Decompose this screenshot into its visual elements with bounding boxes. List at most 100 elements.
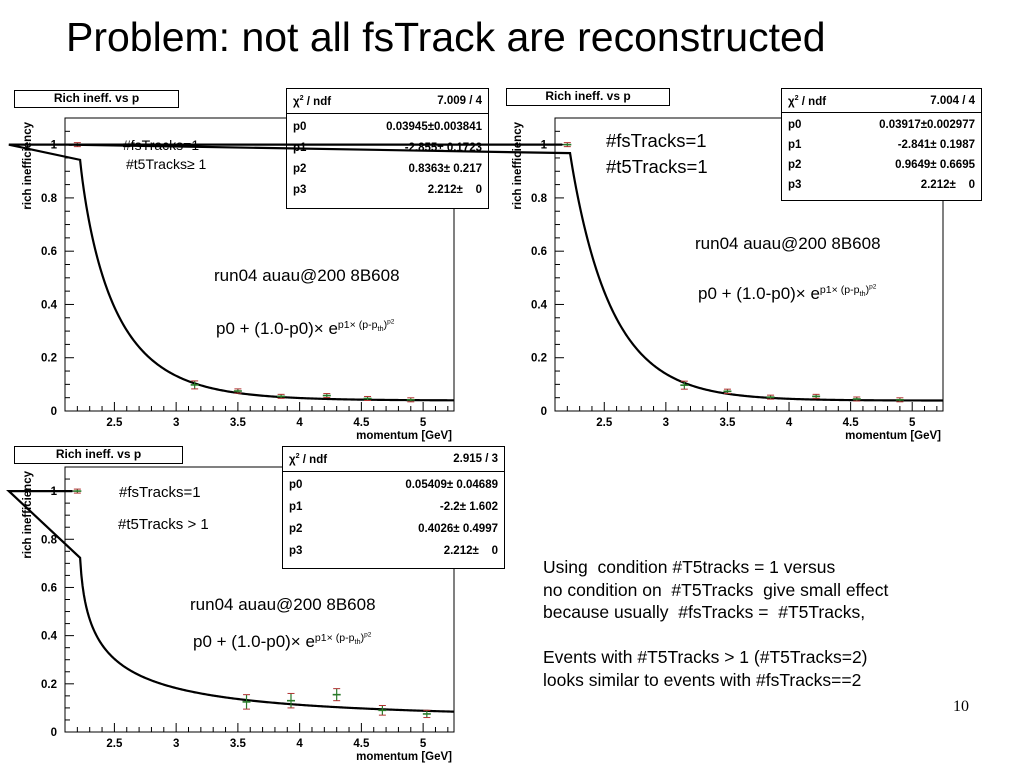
formula-sub: th [354, 636, 361, 646]
x-tick-label: 3 [173, 738, 179, 750]
run-label: run04 auau@200 8B608 [190, 595, 376, 614]
y-tick-label: 0.2 [531, 353, 547, 365]
annotation-t5tracks: #t5Tracks > 1 [118, 516, 209, 533]
y-tick-label: 0.2 [41, 679, 57, 691]
chi2-value: 7.004 / 4 [930, 94, 975, 107]
param-name: p0 [788, 119, 802, 131]
y-tick-label: 0 [51, 406, 57, 418]
run-label: run04 auau@200 8B608 [695, 234, 881, 253]
param-value: 0.4026± 0.4997 [418, 523, 498, 535]
y-tick-label: 0.8 [531, 193, 548, 205]
param-value: 0.9649± 0.6695 [895, 159, 975, 171]
formula-exp2: p2 [869, 283, 877, 290]
formula-base: p0 + (1.0-p0)× e [216, 319, 338, 339]
x-tick-label: 4.5 [843, 417, 860, 429]
param-value: 0.03917±0.002977 [879, 119, 975, 131]
slide-title: Problem: not all fsTrack are reconstruct… [66, 14, 826, 60]
param-name: p1 [788, 139, 802, 151]
x-tick-label: 5 [420, 738, 427, 750]
x-tick-label: 3.5 [230, 417, 247, 429]
x-axis-label: momentum [GeV] [356, 751, 452, 763]
x-tick-label: 4 [296, 417, 303, 429]
x-tick-label: 3.5 [719, 417, 736, 429]
formula-exp: p1× (p-p [337, 318, 378, 331]
annotation-t5tracks: #t5Tracks≥ 1 [126, 156, 207, 172]
fit-curve [8, 143, 455, 402]
x-tick-label: 4 [296, 738, 303, 750]
formula-exp2: p2 [387, 318, 395, 325]
run-label: run04 auau@200 8B608 [214, 266, 400, 285]
y-tick-label: 0.4 [41, 631, 58, 643]
param-value: 0.8363± 0.217 [408, 162, 482, 175]
chi2-value: 2.915 / 3 [453, 453, 498, 465]
formula-sub: th [377, 323, 384, 333]
fit-curve [6, 489, 455, 713]
param-value: 2.212± 0 [427, 183, 482, 196]
param-value: -2.2± 1.602 [439, 501, 498, 513]
plot-title-panel1: Rich ineff. vs p [14, 90, 179, 108]
param-name: p2 [293, 162, 307, 175]
param-name: p1 [289, 501, 303, 513]
x-axis-label: momentum [GeV] [356, 430, 452, 442]
param-value: -2.841± 0.1987 [897, 139, 975, 151]
y-tick-label: 0.6 [41, 582, 57, 594]
param-name: p0 [289, 479, 303, 491]
param-name: p2 [788, 159, 802, 171]
param-value: 2.212± 0 [443, 545, 498, 557]
formula-base: p0 + (1.0-p0)× e [698, 284, 820, 304]
param-value: 0.05409± 0.04689 [405, 479, 498, 491]
fit-formula: p0 + (1.0-p0)× ep1× (p-pth)p2 [216, 318, 394, 339]
y-tick-label: 0.4 [531, 299, 548, 311]
fit-curve [68, 143, 943, 402]
x-axis-label: momentum [GeV] [845, 430, 941, 442]
chi2-label: χ2 / ndf [289, 452, 328, 466]
formula-exp2: p2 [364, 631, 372, 638]
plot-title-panel2: Rich ineff. vs p [506, 88, 670, 106]
fit-formula: p0 + (1.0-p0)× ep1× (p-pth)p2 [698, 283, 876, 304]
formula-close: ) [865, 283, 870, 296]
x-tick-label: 2.5 [596, 417, 613, 429]
x-tick-label: 3 [663, 417, 669, 429]
param-name: p3 [293, 183, 307, 196]
y-tick-label: 0.6 [41, 246, 57, 258]
param-value: 0.03945±0.003841 [386, 120, 482, 133]
x-tick-label: 3.5 [230, 738, 247, 750]
fit-stats-box-panel2: χ2 / ndf 7.004 / 4 p0 0.03917±0.002977 p1 -… [781, 88, 982, 201]
y-tick-label: 0.8 [41, 534, 58, 546]
param-name: p0 [293, 120, 307, 133]
param-value: 2.212± 0 [920, 179, 975, 191]
x-tick-label: 4 [786, 417, 793, 429]
y-tick-label: 0.4 [41, 299, 58, 311]
x-tick-label: 3 [173, 417, 179, 429]
annotation-fstracks: #fsTracks=1 [119, 484, 201, 501]
formula-close: ) [383, 318, 388, 331]
notes-text: Using condition #T5tracks = 1 versus no … [543, 557, 889, 690]
x-tick-label: 4.5 [353, 738, 370, 750]
formula-exp: p1× (p-p [819, 283, 860, 296]
x-tick-label: 2.5 [106, 417, 123, 429]
annotation-fstracks: #fsTracks=1 [606, 130, 707, 151]
fit-formula: p0 + (1.0-p0)× ep1× (p-pth)p2 [193, 631, 371, 652]
y-tick-label: 0 [541, 406, 547, 418]
x-tick-label: 2.5 [106, 738, 123, 750]
y-axis-label: rich inefficiency [22, 121, 34, 209]
chi2-label: χ2 / ndf [293, 94, 332, 108]
param-name: p3 [788, 179, 802, 191]
chi2-value: 7.009 / 4 [437, 95, 482, 107]
param-name: p3 [289, 545, 303, 557]
plot-title-panel3: Rich ineff. vs p [14, 446, 183, 464]
fit-stats-box-panel3: χ2 / ndf 2.915 / 3 p0 0.05409± 0.04689 p1 -… [282, 446, 505, 569]
chi2-label: χ2 / ndf [788, 93, 827, 108]
y-tick-label: 0.8 [41, 193, 58, 205]
y-tick-label: 0.2 [41, 353, 57, 365]
y-axis-label: rich inefficiency [512, 121, 524, 209]
x-tick-label: 5 [420, 417, 427, 429]
x-tick-label: 4.5 [353, 417, 370, 429]
y-tick-label: 0.6 [531, 246, 547, 258]
formula-sub: th [859, 288, 866, 298]
param-name: p2 [289, 523, 303, 535]
page-number: 10 [953, 698, 969, 715]
y-axis-label: rich inefficiency [22, 470, 34, 558]
formula-exp: p1× (p-p [314, 631, 355, 644]
